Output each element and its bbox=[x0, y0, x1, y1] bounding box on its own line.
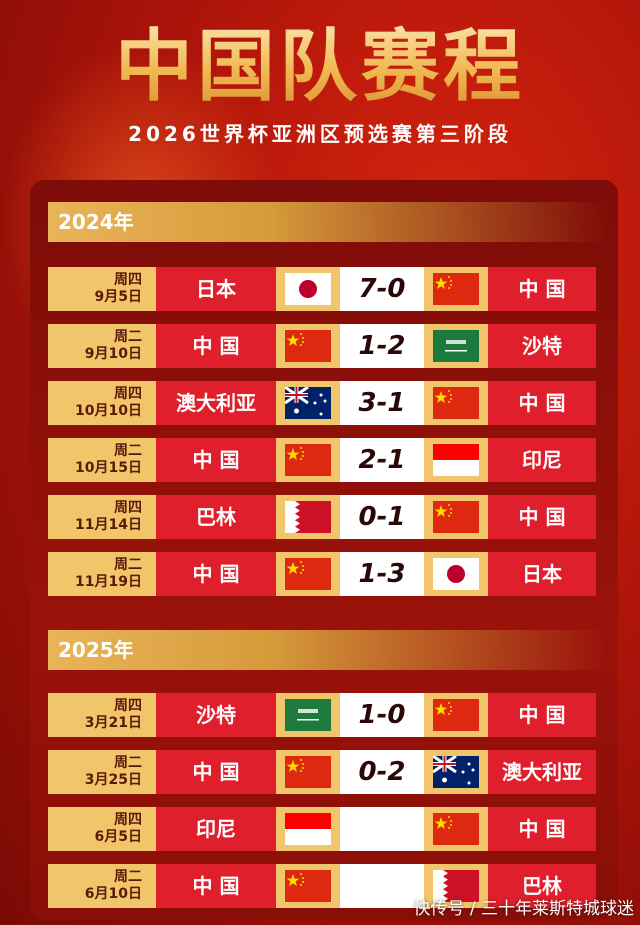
match-score: 1-0 bbox=[340, 693, 424, 737]
indonesia-flag-icon bbox=[276, 807, 340, 851]
match-date: 周二 3月25日 bbox=[48, 750, 156, 794]
match-row: 周四 6月5日 印尼 中 国 bbox=[48, 807, 596, 851]
weekday: 周二 bbox=[114, 869, 142, 885]
australia-flag-icon bbox=[276, 381, 340, 425]
home-team: 印尼 bbox=[156, 807, 276, 851]
match-row: 周二 10月15日 中 国 2-1 印尼 bbox=[48, 438, 596, 482]
away-team: 中 国 bbox=[488, 807, 596, 851]
match-row: 周二 11月19日 中 国 1-3 日本 bbox=[48, 552, 596, 596]
date: 10月15日 bbox=[75, 460, 142, 476]
indonesia-flag-icon bbox=[424, 438, 488, 482]
match-date: 周四 10月10日 bbox=[48, 381, 156, 425]
home-team: 沙特 bbox=[156, 693, 276, 737]
date: 6月10日 bbox=[84, 886, 142, 902]
match-score: 1-2 bbox=[340, 324, 424, 368]
home-team: 中 国 bbox=[156, 750, 276, 794]
match-row: 周四 10月10日 澳大利亚 3-1 中 国 bbox=[48, 381, 596, 425]
home-team: 日本 bbox=[156, 267, 276, 311]
japan-flag-icon bbox=[276, 267, 340, 311]
home-team: 中 国 bbox=[156, 864, 276, 908]
match-row: 周二 9月10日 中 国 1-2 沙特 bbox=[48, 324, 596, 368]
weekday: 周四 bbox=[114, 812, 142, 828]
match-date: 周二 6月10日 bbox=[48, 864, 156, 908]
date: 10月10日 bbox=[75, 403, 142, 419]
away-team: 中 国 bbox=[488, 693, 596, 737]
china-flag-icon bbox=[424, 267, 488, 311]
china-flag-icon bbox=[424, 495, 488, 539]
china-flag-icon bbox=[276, 750, 340, 794]
australia-flag-icon bbox=[424, 750, 488, 794]
away-team: 巴林 bbox=[488, 864, 596, 908]
china-flag-icon bbox=[424, 693, 488, 737]
match-date: 周二 10月15日 bbox=[48, 438, 156, 482]
match-row: 周四 9月5日 日本 7-0 中 国 bbox=[48, 267, 596, 311]
year-header: 2025年 bbox=[48, 630, 608, 670]
year-header: 2024年 bbox=[48, 202, 608, 242]
weekday: 周二 bbox=[114, 755, 142, 771]
home-team: 中 国 bbox=[156, 438, 276, 482]
date: 3月25日 bbox=[84, 772, 142, 788]
weekday: 周四 bbox=[114, 272, 142, 288]
date: 3月21日 bbox=[84, 715, 142, 731]
bahrain-flag-icon bbox=[424, 864, 488, 908]
match-date: 周四 3月21日 bbox=[48, 693, 156, 737]
home-team: 澳大利亚 bbox=[156, 381, 276, 425]
china-flag-icon bbox=[276, 324, 340, 368]
match-row: 周四 11月14日 巴林 0-1 中 国 bbox=[48, 495, 596, 539]
saudi-flag-icon bbox=[424, 324, 488, 368]
match-date: 周二 11月19日 bbox=[48, 552, 156, 596]
away-team: 印尼 bbox=[488, 438, 596, 482]
match-score: 7-0 bbox=[340, 267, 424, 311]
match-date: 周四 11月14日 bbox=[48, 495, 156, 539]
weekday: 周二 bbox=[114, 443, 142, 459]
page-title: 中国队赛程 bbox=[0, 4, 640, 116]
away-team: 中 国 bbox=[488, 267, 596, 311]
match-row: 周二 6月10日 中 国 巴林 bbox=[48, 864, 596, 908]
china-flag-icon bbox=[276, 552, 340, 596]
match-score: 1-3 bbox=[340, 552, 424, 596]
weekday: 周四 bbox=[114, 500, 142, 516]
china-flag-icon bbox=[424, 381, 488, 425]
date: 9月10日 bbox=[84, 346, 142, 362]
date: 6月5日 bbox=[94, 829, 142, 845]
date: 11月19日 bbox=[75, 574, 142, 590]
away-team: 日本 bbox=[488, 552, 596, 596]
match-date: 周四 6月5日 bbox=[48, 807, 156, 851]
date: 9月5日 bbox=[94, 289, 142, 305]
match-score: 0-1 bbox=[340, 495, 424, 539]
date: 11月14日 bbox=[75, 517, 142, 533]
match-date: 周二 9月10日 bbox=[48, 324, 156, 368]
china-flag-icon bbox=[276, 864, 340, 908]
match-score: 2-1 bbox=[340, 438, 424, 482]
away-team: 沙特 bbox=[488, 324, 596, 368]
home-team: 中 国 bbox=[156, 324, 276, 368]
weekday: 周二 bbox=[114, 557, 142, 573]
match-row: 周四 3月21日 沙特 1-0 中 国 bbox=[48, 693, 596, 737]
weekday: 周四 bbox=[114, 386, 142, 402]
china-flag-icon bbox=[424, 807, 488, 851]
away-team: 澳大利亚 bbox=[488, 750, 596, 794]
match-score: 3-1 bbox=[340, 381, 424, 425]
match-date: 周四 9月5日 bbox=[48, 267, 156, 311]
away-team: 中 国 bbox=[488, 495, 596, 539]
home-team: 中 国 bbox=[156, 552, 276, 596]
match-score bbox=[340, 807, 424, 851]
bahrain-flag-icon bbox=[276, 495, 340, 539]
match-row: 周二 3月25日 中 国 0-2 澳大利亚 bbox=[48, 750, 596, 794]
weekday: 周四 bbox=[114, 698, 142, 714]
match-score: 0-2 bbox=[340, 750, 424, 794]
watermark: 快传号 / 三十年莱斯特城球迷 bbox=[413, 899, 634, 919]
japan-flag-icon bbox=[424, 552, 488, 596]
home-team: 巴林 bbox=[156, 495, 276, 539]
weekday: 周二 bbox=[114, 329, 142, 345]
match-score bbox=[340, 864, 424, 908]
page-subtitle: 2026世界杯亚洲区预选赛第三阶段 bbox=[128, 122, 512, 146]
away-team: 中 国 bbox=[488, 381, 596, 425]
saudi-flag-icon bbox=[276, 693, 340, 737]
china-flag-icon bbox=[276, 438, 340, 482]
